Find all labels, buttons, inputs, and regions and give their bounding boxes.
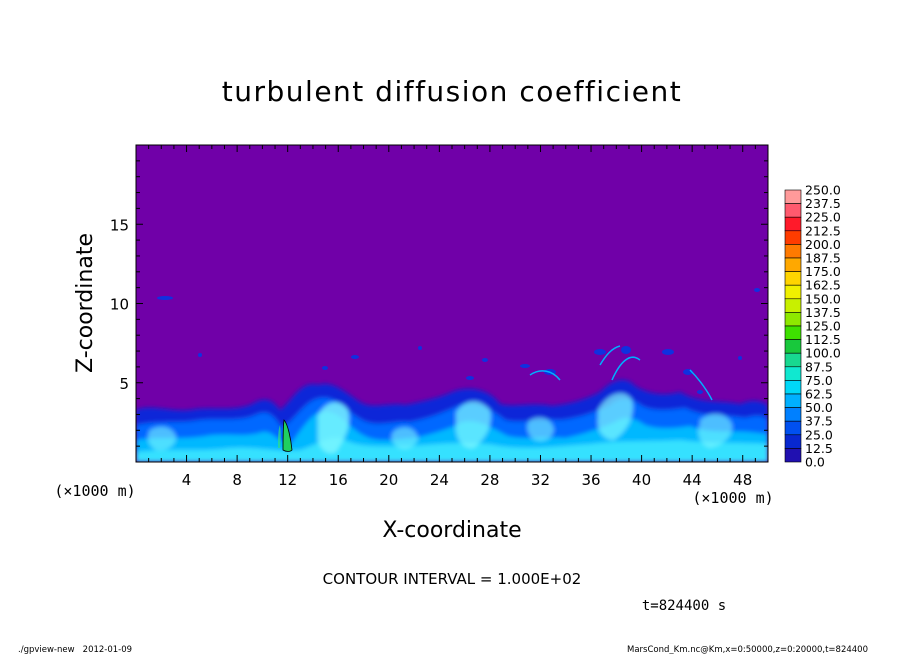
x-tick-label: 24 (430, 471, 449, 489)
colorbar-label: 75.0 (805, 373, 833, 388)
colorbar-swatch (784, 189, 802, 204)
colorbar-label: 237.5 (805, 196, 841, 211)
x-axis-unit: (×1000 m) (692, 489, 773, 507)
x-tick-label: 48 (733, 471, 752, 489)
colorbar-label: 137.5 (805, 305, 841, 320)
y-tick-label: 5 (119, 375, 129, 393)
colorbar-label: 175.0 (805, 264, 841, 279)
colorbar-swatch (784, 393, 802, 408)
x-tick-label: 20 (379, 471, 398, 489)
x-tick-label: 32 (531, 471, 550, 489)
colorbar-label: 125.0 (805, 319, 841, 334)
colorbar-label: 187.5 (805, 251, 841, 266)
colorbar-swatch (784, 380, 802, 395)
colorbar-swatch (784, 271, 802, 286)
colorbar-label: 62.5 (805, 387, 833, 402)
x-tick-label: 12 (278, 471, 297, 489)
contour-interval: CONTOUR INTERVAL = 1.000E+02 (323, 570, 582, 588)
turbulence-field (136, 288, 768, 462)
y-tick-label: 15 (110, 216, 129, 234)
colorbar-label: 162.5 (805, 278, 841, 293)
colorbar-swatch (784, 420, 802, 436)
x-axis-ticks: 4 8 12 16 20 24 28 32 36 40 44 48 (148, 145, 756, 489)
time-label: t=824400 s (642, 598, 726, 614)
colorbar-label: 225.0 (805, 210, 841, 225)
colorbar-swatch (784, 298, 802, 313)
colorbar-label: 250.0 (805, 183, 841, 198)
colorbar-label: 25.0 (805, 427, 833, 442)
x-tick-label: 16 (329, 471, 348, 489)
colorbar-swatch (784, 448, 802, 463)
green-core (282, 419, 293, 452)
x-tick-label: 44 (683, 471, 702, 489)
colorbar-swatch (784, 352, 802, 368)
colorbar-label: 212.5 (805, 223, 841, 238)
colorbar-swatch (784, 284, 802, 300)
colorbar-swatch (784, 257, 802, 272)
x-tick-label: 36 (581, 471, 600, 489)
x-axis-label: X-coordinate (382, 518, 521, 543)
x-tick-label: 28 (480, 471, 499, 489)
colorbar-label: 50.0 (805, 400, 833, 415)
colorbar-label: 37.5 (805, 414, 833, 429)
colorbar-swatch (784, 325, 802, 340)
footer-left-note: ./gpview-new 2012-01-09 (18, 645, 132, 654)
chart-title: turbulent diffusion coefficient (222, 75, 682, 108)
colorbar: 250.0237.5225.0212.5200.0187.5175.0162.5… (784, 183, 841, 470)
colorbar-label: 112.5 (805, 332, 841, 347)
y-axis-label: Z-coordinate (73, 233, 98, 373)
x-tick-label: 8 (232, 471, 242, 489)
x-tick-label: 40 (632, 471, 651, 489)
colorbar-swatch (784, 366, 802, 381)
colorbar-swatch (784, 434, 802, 449)
y-axis-ticks: 5 10 15 (110, 160, 768, 447)
colorbar-label: 150.0 (805, 291, 841, 306)
footer-right-note: MarsCond_Km.nc@Km,x=0:50000,z=0:20000,t=… (627, 645, 868, 654)
colorbar-label: 100.0 (805, 346, 841, 361)
colorbar-swatch (784, 216, 802, 232)
colorbar-swatch (784, 407, 802, 422)
colorbar-label: 0.0 (805, 455, 825, 470)
colorbar-label: 200.0 (805, 237, 841, 252)
y-axis-unit: (×1000 m) (54, 482, 135, 500)
colorbar-swatch (784, 230, 802, 245)
colorbar-label: 87.5 (805, 359, 833, 374)
colorbar-swatch (784, 339, 802, 354)
colorbar-label: 12.5 (805, 441, 833, 456)
y-tick-label: 10 (110, 296, 129, 314)
colorbar-swatch (784, 244, 802, 259)
colorbar-swatch (784, 312, 802, 327)
x-tick-label: 4 (182, 471, 192, 489)
colorbar-swatch (784, 203, 802, 218)
